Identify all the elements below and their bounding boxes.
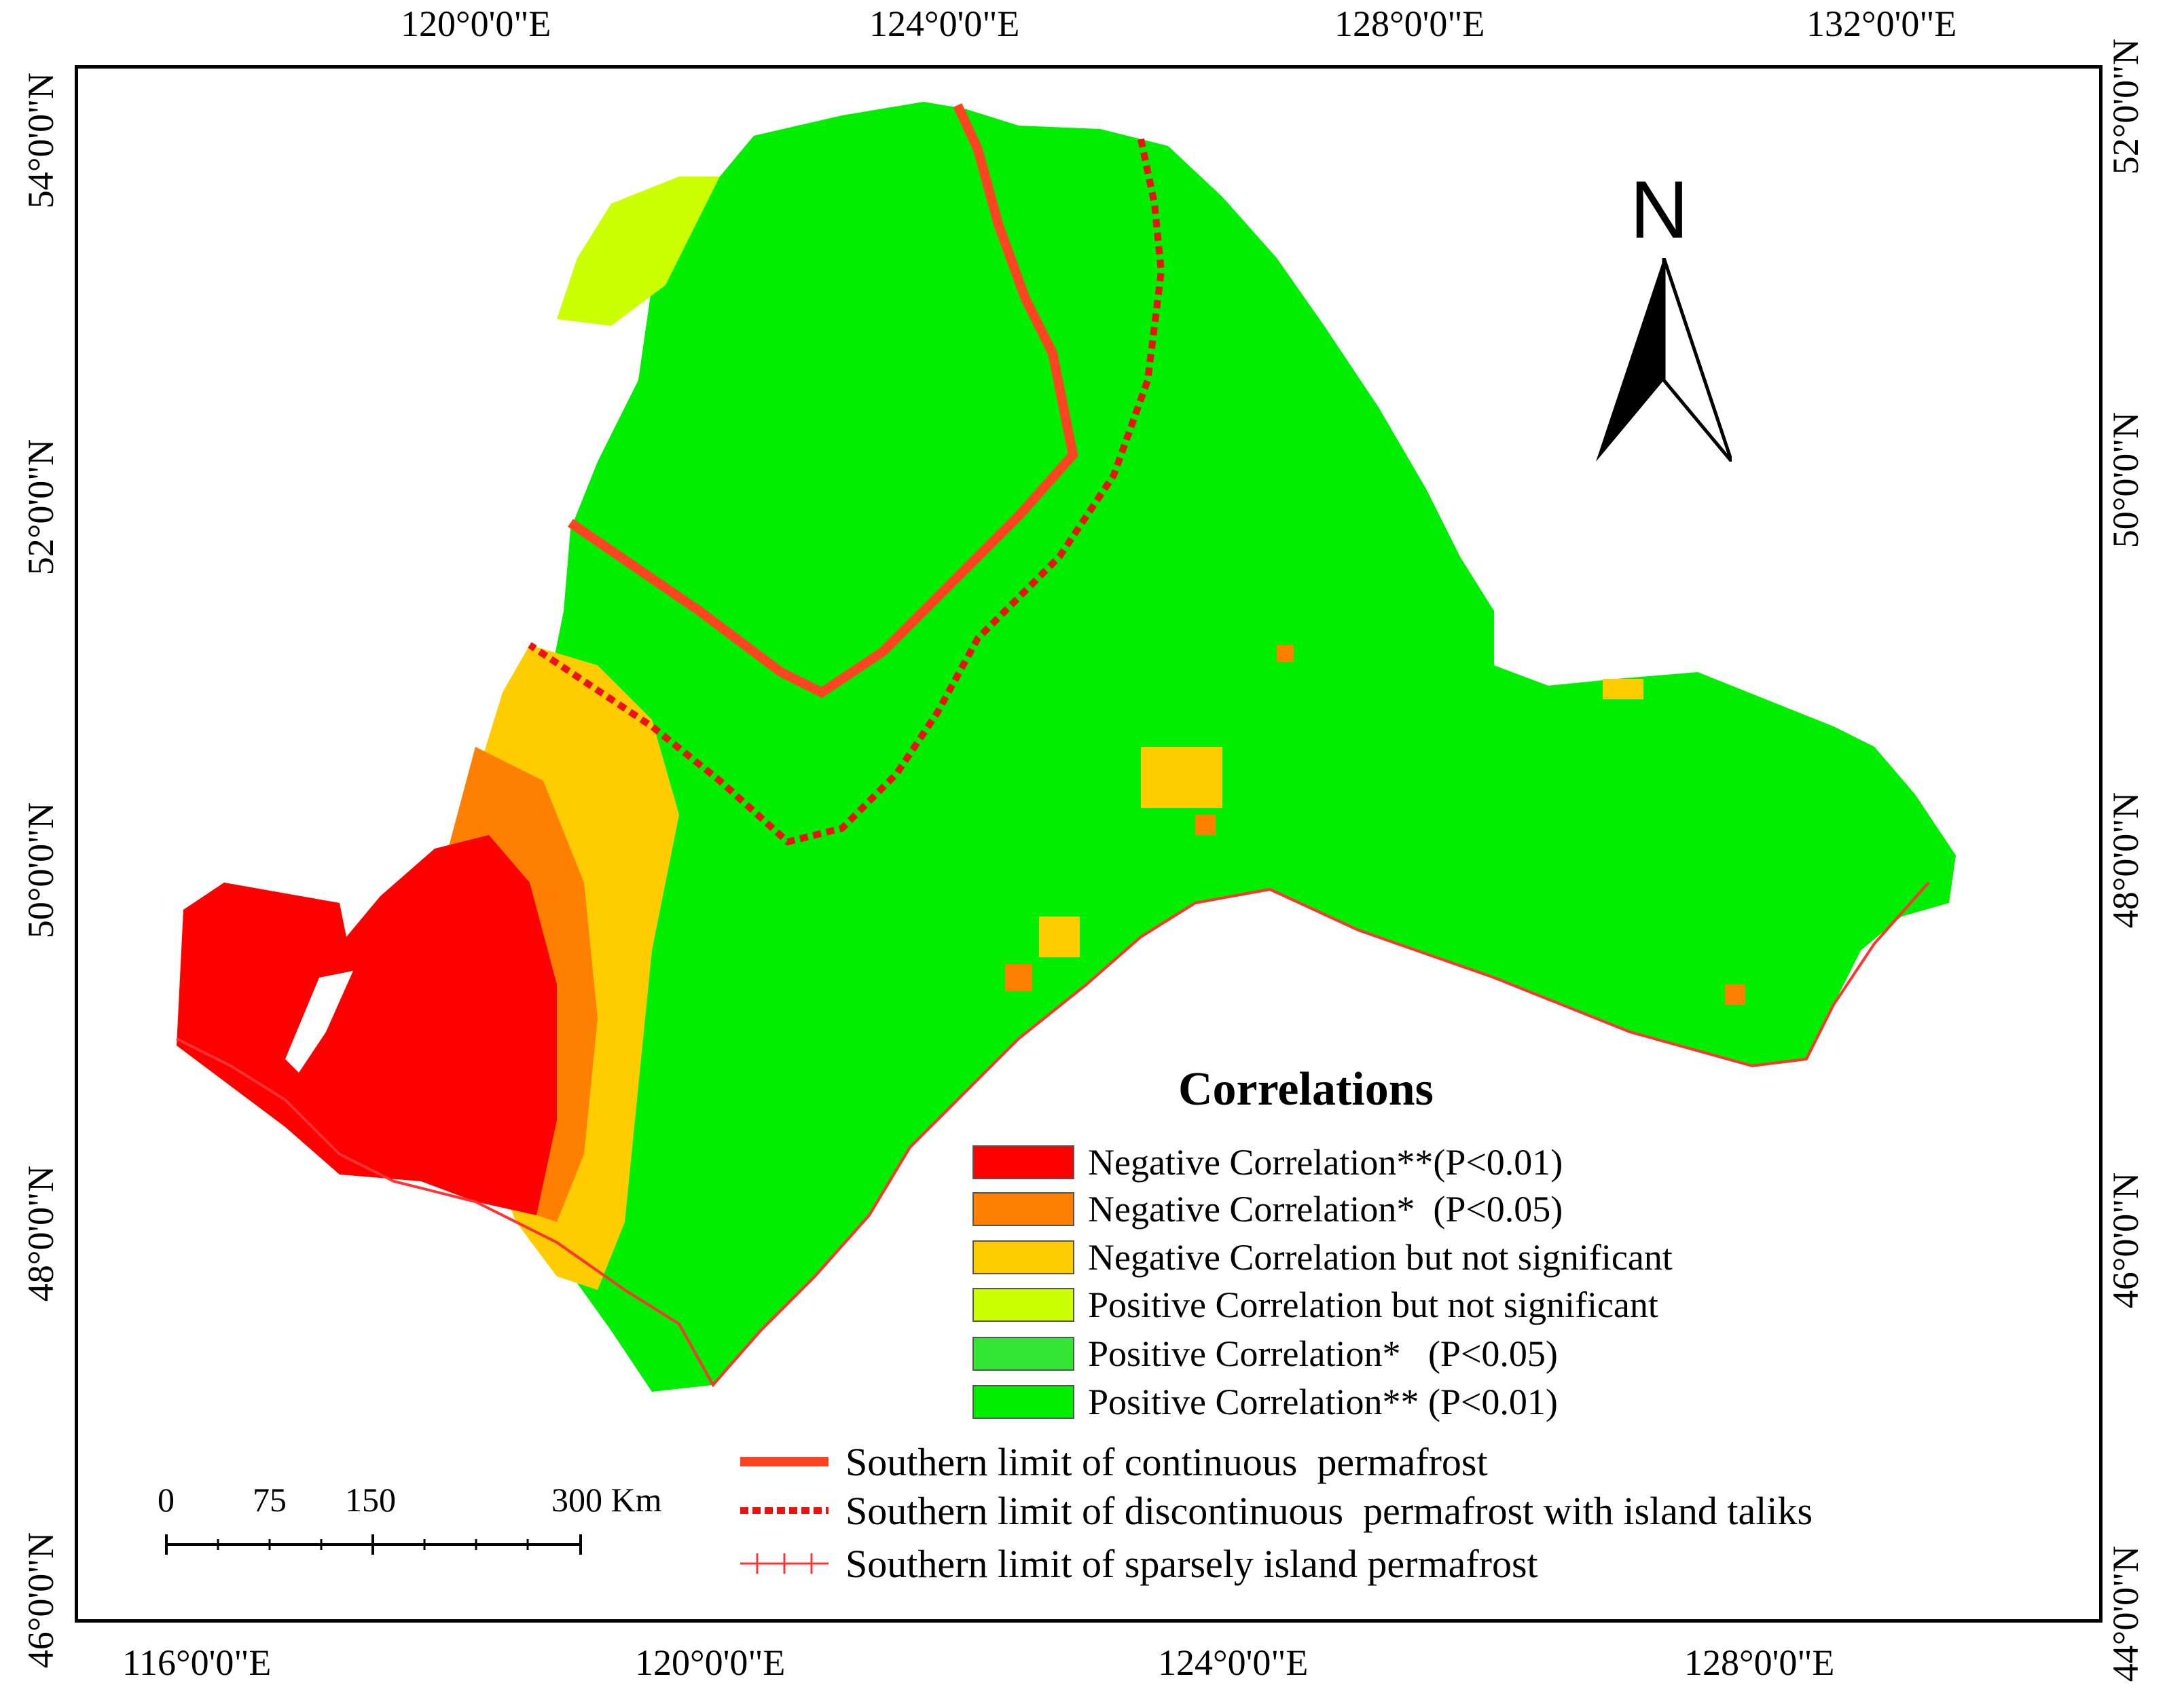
axis-left-label: 52°0'0"N [20, 439, 62, 576]
north-label: N [1630, 164, 1689, 255]
legend-swatch [972, 1337, 1074, 1371]
limit-discontinuous [528, 138, 1165, 846]
region-negative-p001 [177, 835, 557, 1215]
north-arrow-icon [1596, 258, 1732, 462]
legend-label: Negative Correlation but not significant [1088, 1237, 1673, 1278]
legend-swatch [972, 1240, 1074, 1274]
legend-item: Negative Correlation**(P<0.01) [972, 1142, 1563, 1183]
legend-swatch [972, 1385, 1074, 1419]
region-hole [285, 971, 353, 1073]
scale-label: 75 [253, 1481, 287, 1519]
dashed-line-icon [740, 1507, 829, 1514]
legend-item: Positive Correlation* (P<0.05) [972, 1333, 1558, 1374]
axis-bottom-label: 128°0'0"E [1684, 1642, 1835, 1683]
axis-right-label: 48°0'0"N [2105, 792, 2147, 929]
legend-item: Negative Correlation* (P<0.05) [972, 1189, 1563, 1230]
legend-label: Positive Correlation** (P<0.01) [1088, 1382, 1558, 1422]
scale-label: 300 Km [551, 1481, 662, 1519]
axis-left-label: 50°0'0"N [20, 802, 62, 939]
legend-title: Correlations [1178, 1063, 1434, 1115]
axis-left-label: 48°0'0"N [20, 1165, 62, 1302]
scale-label: 0 [158, 1481, 175, 1519]
axis-bottom-label: 120°0'0"E [635, 1642, 786, 1683]
legend-swatch [972, 1192, 1074, 1226]
region-positive-significant [543, 102, 1956, 1392]
axis-right-label: 50°0'0"N [2105, 411, 2147, 549]
limit-legend-item: Southern limit of discontinuous permafro… [740, 1487, 1813, 1534]
limit-label: Southern limit of sparsely island permaf… [845, 1541, 1538, 1586]
region-positive-not-significant [557, 177, 720, 326]
axis-top-label: 128°0'0"E [1334, 3, 1485, 44]
limit-legend-item: Southern limit of continuous permafrost [740, 1438, 1488, 1485]
limit-legend-item: Southern limit of sparsely island permaf… [740, 1540, 1538, 1587]
scale-bar [165, 1534, 582, 1555]
axis-left-label: 54°0'0"N [20, 72, 62, 209]
axis-bottom-label: 124°0'0"E [1158, 1642, 1309, 1683]
legend-item: Negative Correlation but not significant [972, 1237, 1673, 1278]
map-frame [75, 65, 2103, 1623]
axis-right-label: 52°0'0"N [2105, 38, 2147, 175]
limit-continuous [568, 103, 1078, 699]
axis-top-label: 120°0'0"E [401, 3, 551, 44]
axis-right-label: 44°0'0"N [2105, 1545, 2147, 1682]
legend-swatch [972, 1145, 1074, 1179]
legend-label: Negative Correlation**(P<0.01) [1088, 1142, 1563, 1183]
legend-item: Positive Correlation** (P<0.01) [972, 1382, 1558, 1422]
cross-line-icon [740, 1553, 829, 1574]
legend-label: Negative Correlation* (P<0.05) [1088, 1189, 1563, 1230]
solid-line-icon [740, 1457, 829, 1466]
axis-right-label: 46°0'0"N [2105, 1172, 2147, 1309]
limit-label: Southern limit of continuous permafrost [845, 1439, 1488, 1484]
speckles-yellow [1039, 679, 1643, 957]
axis-bottom-label: 116°0'0"E [122, 1642, 272, 1683]
legend-swatch [972, 1288, 1074, 1322]
limit-label: Southern limit of discontinuous permafro… [845, 1488, 1813, 1533]
axis-top-label: 132°0'0"E [1806, 3, 1957, 44]
limit-sparse [176, 881, 1930, 1388]
legend-label: Positive Correlation but not significant [1088, 1285, 1658, 1325]
legend-label: Positive Correlation* (P<0.05) [1088, 1333, 1558, 1374]
axis-left-label: 46°0'0"N [20, 1532, 62, 1669]
axis-top-label: 124°0'0"E [869, 3, 1020, 44]
legend-item: Positive Correlation but not significant [972, 1285, 1658, 1325]
scale-label: 150 [345, 1481, 396, 1519]
